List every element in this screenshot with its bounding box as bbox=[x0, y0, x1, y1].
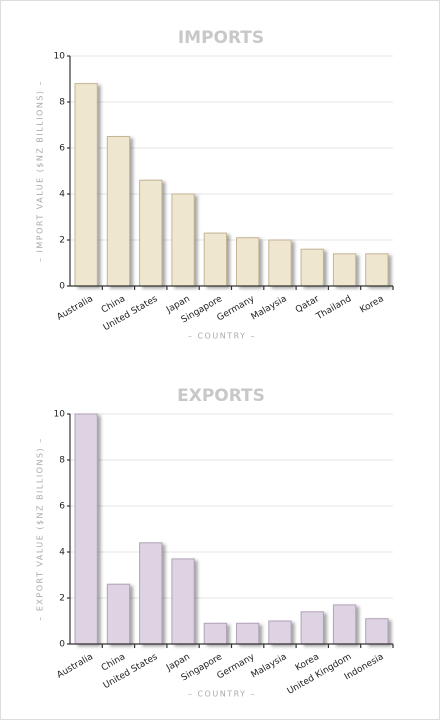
bar bbox=[139, 179, 163, 287]
bar bbox=[171, 193, 195, 287]
x-axis-title: – COUNTRY – bbox=[188, 332, 256, 341]
bar bbox=[365, 253, 389, 287]
bar bbox=[300, 248, 324, 287]
bar bbox=[332, 604, 357, 645]
y-tick-label: 4 bbox=[59, 548, 65, 558]
bar bbox=[171, 558, 195, 645]
y-tick-label: 8 bbox=[59, 456, 65, 466]
bar bbox=[365, 618, 389, 645]
bar bbox=[74, 83, 98, 287]
bar bbox=[203, 622, 227, 645]
bar bbox=[106, 583, 131, 645]
chart-title: IMPORTS bbox=[178, 28, 264, 48]
bar bbox=[203, 232, 227, 287]
bar bbox=[139, 542, 163, 645]
y-tick-label: 2 bbox=[59, 594, 65, 604]
y-tick-label: 10 bbox=[54, 410, 66, 420]
y-axis-title: – EXPORT VALUE ($NZ BILLIONS) – bbox=[36, 437, 45, 620]
bar bbox=[106, 136, 131, 287]
x-axis-title: – COUNTRY – bbox=[188, 690, 256, 699]
y-tick-label: 2 bbox=[59, 236, 65, 246]
bar bbox=[268, 239, 292, 287]
y-tick-label: 0 bbox=[59, 282, 65, 292]
y-tick-label: 6 bbox=[59, 502, 65, 512]
y-tick-label: 4 bbox=[59, 190, 65, 200]
bar bbox=[236, 622, 260, 645]
bar bbox=[268, 620, 292, 645]
bar bbox=[236, 237, 260, 287]
chart-title: EXPORTS bbox=[177, 386, 265, 406]
bar bbox=[332, 253, 357, 287]
y-axis-title: – IMPORT VALUE ($NZ BILLIONS) – bbox=[36, 80, 45, 262]
bar bbox=[74, 413, 98, 645]
y-tick-label: 8 bbox=[59, 98, 65, 108]
y-tick-label: 10 bbox=[54, 52, 66, 62]
bar bbox=[300, 611, 324, 645]
y-tick-label: 0 bbox=[59, 640, 65, 650]
y-tick-label: 6 bbox=[59, 144, 65, 154]
